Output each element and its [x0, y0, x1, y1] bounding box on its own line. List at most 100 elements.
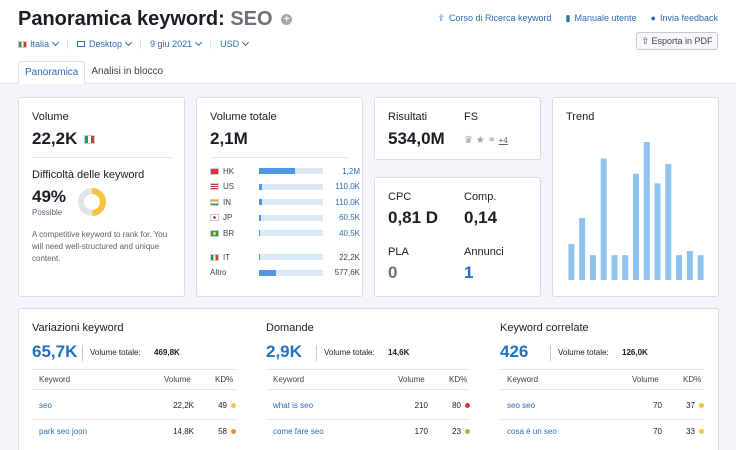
country-volume[interactable]: 110,0K: [335, 182, 360, 191]
ads-value[interactable]: 1: [464, 263, 474, 282]
trend-bar[interactable]: [568, 244, 575, 280]
tab-bulk-analysis[interactable]: Analisi in blocco: [91, 66, 164, 77]
kd-indicator-dot: [465, 429, 470, 434]
course-link-label: Corso di Ricerca keyword: [448, 13, 552, 23]
kd-indicator-dot: [231, 429, 236, 434]
column-header-volume: Volume: [164, 375, 191, 384]
export-label: Esporta in PDF: [651, 36, 713, 46]
book-icon: ▮: [565, 13, 571, 23]
trend-bar[interactable]: [665, 164, 672, 280]
usa-flag-icon: [210, 183, 219, 190]
page-header: Panoramica keyword: SEO + ⇪ Corso di Rice…: [0, 0, 736, 84]
hong-kong-flag-icon: [210, 167, 219, 175]
currency-dropdown[interactable]: USD: [220, 38, 257, 49]
trend-bar[interactable]: [611, 255, 618, 280]
keyword-link[interactable]: seo: [39, 401, 52, 410]
manual-link[interactable]: ▮ Manuale utente: [566, 13, 637, 24]
export-pdf-button[interactable]: ⇧ Esporta in PDF: [636, 32, 718, 50]
divider: [500, 419, 704, 420]
keyword-link[interactable]: what is seo: [273, 401, 314, 410]
keyword-volume: 14,8K: [173, 427, 194, 436]
country-bar-fill: [259, 183, 263, 190]
filters-bar: Italia Desktop 9 giu 2021 USD: [18, 38, 266, 49]
country-row-br: BR 40,5K: [210, 226, 360, 240]
divider: [210, 157, 350, 158]
difficulty-level: Possible: [32, 208, 63, 217]
variations-total-label: Volume totale:: [90, 348, 141, 357]
fs-more[interactable]: +4: [498, 136, 508, 145]
star-icon: ★: [475, 135, 485, 146]
results-card: Risultati 534,0M FS ♛ ★ ⚭ +4: [374, 97, 541, 160]
keyword-kd: 80: [452, 401, 461, 410]
trend-bar[interactable]: [579, 217, 586, 280]
divider: [500, 389, 704, 390]
keyword-volume: 170: [414, 427, 428, 436]
device-value: Desktop: [89, 39, 123, 49]
questions-title: Domande: [266, 322, 314, 334]
country-bar-track: [259, 199, 323, 205]
volume-card: Volume 22,2K Difficoltà delle keyword 49…: [18, 97, 185, 297]
trend-bar[interactable]: [622, 255, 629, 280]
trend-chart: [568, 142, 704, 280]
feedback-link[interactable]: ● Invia feedback: [651, 13, 718, 24]
serp-features: ♛ ★ ⚭ +4: [464, 135, 508, 146]
country-row-altro: Altro 577,6K: [210, 266, 360, 280]
comp-value: 0,14: [464, 208, 498, 227]
trend-label: Trend: [566, 111, 595, 123]
country-value: Italia: [30, 39, 50, 49]
divider: [32, 157, 172, 158]
variations-total-value: 469,8K: [154, 348, 180, 357]
country-volume[interactable]: 60,5K: [339, 213, 360, 222]
questions-count[interactable]: 2,9K: [266, 342, 302, 361]
date-dropdown[interactable]: 9 giu 2021: [150, 38, 212, 49]
kd-indicator-dot: [231, 403, 236, 408]
italy-flag-icon: [84, 135, 96, 144]
trend-bar[interactable]: [589, 255, 596, 280]
kd-indicator-dot: [699, 403, 704, 408]
keyword-volume: 22,2K: [173, 401, 194, 410]
tabs: Panoramica Analisi in blocco: [18, 61, 169, 84]
country-row-us: US 110,0K: [210, 180, 360, 194]
trend-bar[interactable]: [676, 255, 683, 280]
keyword-volume: 70: [653, 401, 662, 410]
variations-count[interactable]: 65,7K: [32, 342, 78, 361]
total-volume-card: Volume totale 2,1M HK 1,2M US 110,0K IN 110,0…: [196, 97, 363, 297]
tab-overview[interactable]: Panoramica: [18, 61, 86, 84]
divider: [266, 389, 470, 390]
country-volume[interactable]: 40,5K: [339, 228, 360, 238]
country-volume[interactable]: 110,0K: [335, 197, 360, 207]
divider: [500, 369, 704, 370]
divider: [550, 345, 551, 361]
course-link[interactable]: ⇪ Corso di Ricerca keyword: [437, 13, 551, 24]
add-keyword-icon[interactable]: +: [281, 14, 293, 25]
related-count[interactable]: 426: [500, 342, 529, 361]
manual-link-label: Manuale utente: [574, 13, 637, 23]
country-volume[interactable]: 1,2M: [342, 166, 360, 176]
cpc-card: CPC 0,81 D Comp. 0,14 PLA 0 Annunci 1: [374, 177, 541, 297]
country-dropdown[interactable]: Italia: [18, 38, 69, 49]
keyword-link[interactable]: cosa è un seo: [507, 427, 557, 436]
keyword-link[interactable]: come fare seo: [273, 427, 324, 436]
country-row-in: IN 110,0K: [210, 195, 360, 209]
results-label: Risultati: [388, 111, 428, 123]
device-dropdown[interactable]: Desktop: [77, 38, 142, 49]
chat-icon: ●: [650, 13, 656, 23]
trend-bar[interactable]: [633, 173, 639, 280]
country-bar-fill: [259, 230, 261, 236]
column-header-kd: KD%: [449, 375, 468, 384]
chevron-down-icon: [195, 38, 203, 47]
trend-bar[interactable]: [686, 251, 693, 280]
country-bar-fill: [259, 199, 263, 205]
cpc-value: 0,81 D: [388, 208, 439, 227]
keyword-link[interactable]: seo seo: [507, 401, 536, 410]
trend-bar[interactable]: [654, 183, 661, 280]
country-bar-fill: [259, 168, 296, 174]
trend-bar[interactable]: [697, 255, 704, 280]
trend-bar[interactable]: [643, 142, 650, 280]
divider: [32, 389, 236, 390]
keyword-link[interactable]: park seo joon: [39, 427, 88, 436]
keyword-kd: 58: [218, 427, 227, 436]
keyword-kd: 23: [452, 427, 461, 436]
trend-bar[interactable]: [600, 158, 607, 280]
divider: [32, 369, 236, 370]
